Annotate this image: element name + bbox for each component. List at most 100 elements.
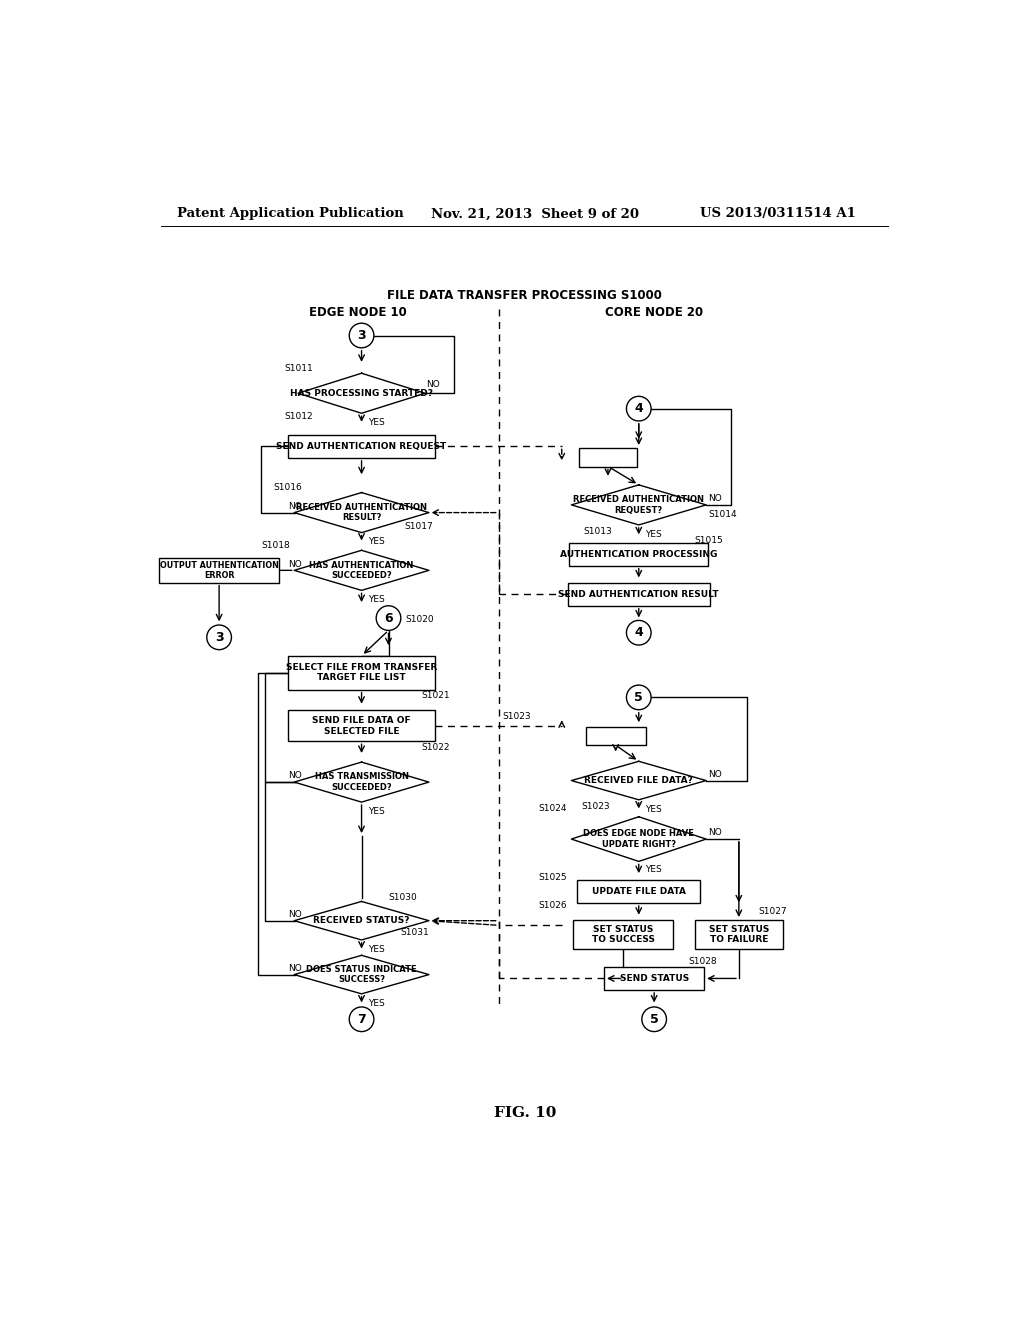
Circle shape xyxy=(627,685,651,710)
Circle shape xyxy=(207,626,231,649)
Text: NO: NO xyxy=(289,560,302,569)
Text: S1028: S1028 xyxy=(689,957,718,966)
Text: YES: YES xyxy=(368,537,384,546)
Circle shape xyxy=(627,396,651,421)
FancyBboxPatch shape xyxy=(289,656,435,689)
Polygon shape xyxy=(298,374,425,413)
Text: SEND AUTHENTICATION RESULT: SEND AUTHENTICATION RESULT xyxy=(558,590,719,599)
Text: 4: 4 xyxy=(635,626,643,639)
Polygon shape xyxy=(294,902,429,940)
FancyBboxPatch shape xyxy=(694,920,783,949)
Text: YES: YES xyxy=(368,418,384,426)
Text: NO: NO xyxy=(289,964,302,973)
FancyBboxPatch shape xyxy=(160,558,279,582)
Circle shape xyxy=(376,606,400,631)
Text: YES: YES xyxy=(368,595,384,605)
Text: 6: 6 xyxy=(384,611,393,624)
Text: 5: 5 xyxy=(635,690,643,704)
Text: SEND STATUS: SEND STATUS xyxy=(620,974,689,983)
FancyBboxPatch shape xyxy=(289,710,435,742)
Text: DOES EDGE NODE HAVE
UPDATE RIGHT?: DOES EDGE NODE HAVE UPDATE RIGHT? xyxy=(584,829,694,849)
Text: Patent Application Publication: Patent Application Publication xyxy=(177,207,403,220)
Text: NO: NO xyxy=(708,494,722,503)
FancyBboxPatch shape xyxy=(289,434,435,458)
Text: S1016: S1016 xyxy=(273,483,302,492)
Text: YES: YES xyxy=(645,529,662,539)
Text: RECEIVED FILE DATA?: RECEIVED FILE DATA? xyxy=(585,776,693,785)
Text: 4: 4 xyxy=(635,403,643,416)
FancyBboxPatch shape xyxy=(573,920,674,949)
Text: S1030: S1030 xyxy=(388,894,417,902)
Text: FIG. 10: FIG. 10 xyxy=(494,1106,556,1121)
Text: S1031: S1031 xyxy=(400,928,429,937)
Text: CORE NODE 20: CORE NODE 20 xyxy=(605,306,703,319)
Text: Nov. 21, 2013  Sheet 9 of 20: Nov. 21, 2013 Sheet 9 of 20 xyxy=(431,207,639,220)
Text: S1020: S1020 xyxy=(406,615,434,624)
FancyBboxPatch shape xyxy=(569,543,708,566)
Text: S1022: S1022 xyxy=(422,743,451,752)
Text: S1023: S1023 xyxy=(503,713,531,721)
FancyBboxPatch shape xyxy=(567,582,710,606)
Text: 3: 3 xyxy=(215,631,223,644)
Circle shape xyxy=(627,620,651,645)
Text: S1025: S1025 xyxy=(539,873,567,882)
Text: NO: NO xyxy=(426,380,440,388)
Text: RECEIVED STATUS?: RECEIVED STATUS? xyxy=(313,916,410,925)
Text: SELECT FILE FROM TRANSFER
TARGET FILE LIST: SELECT FILE FROM TRANSFER TARGET FILE LI… xyxy=(286,663,437,682)
Text: NO: NO xyxy=(708,829,722,837)
Text: HAS PROCESSING STARTED?: HAS PROCESSING STARTED? xyxy=(290,389,433,397)
Text: RECEIVED AUTHENTICATION
RESULT?: RECEIVED AUTHENTICATION RESULT? xyxy=(296,503,427,523)
Text: SEND AUTHENTICATION REQUEST: SEND AUTHENTICATION REQUEST xyxy=(276,442,446,451)
Text: 3: 3 xyxy=(357,329,366,342)
Text: S1023: S1023 xyxy=(581,803,609,812)
Text: SET STATUS
TO SUCCESS: SET STATUS TO SUCCESS xyxy=(592,925,655,944)
Text: NO: NO xyxy=(289,502,302,511)
Text: NO: NO xyxy=(289,771,302,780)
Text: YES: YES xyxy=(368,999,384,1007)
Text: S1018: S1018 xyxy=(261,541,290,550)
Text: DOES STATUS INDICATE
SUCCESS?: DOES STATUS INDICATE SUCCESS? xyxy=(306,965,417,985)
Polygon shape xyxy=(294,492,429,533)
Text: US 2013/0311514 A1: US 2013/0311514 A1 xyxy=(700,207,856,220)
Circle shape xyxy=(349,323,374,348)
Text: S1021: S1021 xyxy=(422,692,451,701)
Text: 5: 5 xyxy=(650,1012,658,1026)
Text: S1012: S1012 xyxy=(285,412,313,421)
Text: YES: YES xyxy=(368,807,384,816)
Text: S1024: S1024 xyxy=(539,804,567,813)
FancyBboxPatch shape xyxy=(580,447,637,467)
Text: OUTPUT AUTHENTICATION
ERROR: OUTPUT AUTHENTICATION ERROR xyxy=(160,561,279,579)
Text: FILE DATA TRANSFER PROCESSING S1000: FILE DATA TRANSFER PROCESSING S1000 xyxy=(387,289,663,302)
Circle shape xyxy=(642,1007,667,1032)
Text: 7: 7 xyxy=(357,1012,366,1026)
Polygon shape xyxy=(294,956,429,994)
Polygon shape xyxy=(294,550,429,590)
Polygon shape xyxy=(571,817,707,862)
Text: HAS AUTHENTICATION
SUCCEEDED?: HAS AUTHENTICATION SUCCEEDED? xyxy=(309,561,414,579)
Text: YES: YES xyxy=(645,866,662,874)
Text: S1011: S1011 xyxy=(285,364,313,374)
Text: RECEIVED AUTHENTICATION
REQUEST?: RECEIVED AUTHENTICATION REQUEST? xyxy=(573,495,705,515)
Text: YES: YES xyxy=(368,945,384,953)
Text: YES: YES xyxy=(645,805,662,813)
Circle shape xyxy=(349,1007,374,1032)
Text: NO: NO xyxy=(289,909,302,919)
FancyBboxPatch shape xyxy=(604,966,705,990)
Text: S1017: S1017 xyxy=(403,521,433,531)
Text: S1026: S1026 xyxy=(539,900,567,909)
FancyBboxPatch shape xyxy=(578,880,700,903)
Text: EDGE NODE 10: EDGE NODE 10 xyxy=(309,306,407,319)
Text: SET STATUS
TO FAILURE: SET STATUS TO FAILURE xyxy=(709,925,769,944)
Text: HAS TRANSMISSION
SUCCEEDED?: HAS TRANSMISSION SUCCEEDED? xyxy=(314,772,409,792)
Text: S1015: S1015 xyxy=(694,536,723,545)
Text: SEND FILE DATA OF
SELECTED FILE: SEND FILE DATA OF SELECTED FILE xyxy=(312,717,411,735)
Text: S1013: S1013 xyxy=(584,528,612,536)
Text: AUTHENTICATION PROCESSING: AUTHENTICATION PROCESSING xyxy=(560,549,718,558)
Text: UPDATE FILE DATA: UPDATE FILE DATA xyxy=(592,887,686,896)
Text: S1027: S1027 xyxy=(758,907,786,916)
Polygon shape xyxy=(571,762,707,800)
FancyBboxPatch shape xyxy=(586,726,646,744)
Text: S1014: S1014 xyxy=(708,510,736,519)
Text: NO: NO xyxy=(708,770,722,779)
Polygon shape xyxy=(571,484,707,525)
